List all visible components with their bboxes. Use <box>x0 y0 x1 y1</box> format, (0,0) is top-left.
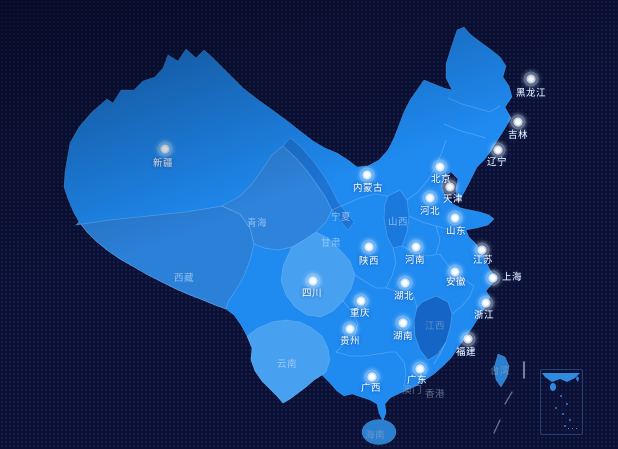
label-liaoning: 辽宁 <box>486 157 508 168</box>
label-zhejiang: 浙江 <box>473 310 495 321</box>
label-sichuan: 四川 <box>301 288 323 299</box>
inset-ellipsis: ··· <box>567 423 579 433</box>
label-fujian: 福建 <box>455 347 477 358</box>
marker-zhejiang[interactable] <box>478 295 494 311</box>
inset-mini-map <box>542 373 580 427</box>
label-shanghai: 上海 <box>501 272 523 283</box>
marker-shandong[interactable] <box>447 210 463 226</box>
label-guangxi: 广西 <box>360 383 382 394</box>
label-heilongjiang: 黑龙江 <box>515 88 547 99</box>
marker-neimenggu[interactable] <box>359 167 375 183</box>
hainan-island[interactable] <box>361 419 397 445</box>
label-jiangsu: 江苏 <box>472 255 494 266</box>
marker-sichuan[interactable] <box>305 273 321 289</box>
label-chongqing: 重庆 <box>349 308 371 319</box>
marker-liaoning[interactable] <box>490 142 506 158</box>
marker-chongqing[interactable] <box>353 293 369 309</box>
marker-beijing[interactable] <box>432 159 448 175</box>
taiwan-island[interactable] <box>493 353 510 388</box>
marker-heilongjiang[interactable] <box>523 71 539 87</box>
region-jiangxi[interactable] <box>413 295 453 361</box>
label-qinghai: 青海 <box>246 218 268 229</box>
marker-tianjin[interactable] <box>442 179 458 195</box>
sea-boundary-dashes <box>493 361 525 434</box>
label-tianjin: 天津 <box>442 194 464 205</box>
marker-shaanxi[interactable] <box>361 239 377 255</box>
label-shaanxi: 陕西 <box>358 256 380 267</box>
marker-guizhou[interactable] <box>342 321 358 337</box>
region-gansu[interactable] <box>282 137 355 231</box>
region-shanxi[interactable] <box>383 189 410 249</box>
label-anhui: 安徽 <box>445 277 467 288</box>
marker-guangdong[interactable] <box>412 361 428 377</box>
label-yunnan: 云南 <box>276 359 298 370</box>
label-hainan: 海南 <box>364 430 386 441</box>
label-hubei: 湖北 <box>393 291 415 302</box>
label-shandong: 山东 <box>445 226 467 237</box>
marker-guangxi[interactable] <box>364 369 380 385</box>
south-china-sea-inset: ··· <box>540 369 583 435</box>
label-ningxia: 宁夏 <box>330 212 352 223</box>
label-henan: 河南 <box>404 255 426 266</box>
label-gansu: 甘肃 <box>320 238 342 249</box>
label-hebei: 河北 <box>419 206 441 217</box>
marker-jilin[interactable] <box>510 114 526 130</box>
marker-anhui[interactable] <box>447 264 463 280</box>
marker-jiangsu[interactable] <box>474 242 490 258</box>
label-jilin: 吉林 <box>507 130 529 141</box>
label-guizhou: 贵州 <box>339 336 361 347</box>
marker-xinjiang[interactable] <box>157 141 173 157</box>
label-guangdong: 广东 <box>406 375 428 386</box>
marker-hebei[interactable] <box>422 190 438 206</box>
label-neimenggu: 内蒙古 <box>352 183 384 194</box>
label-hunan: 湖南 <box>392 331 414 342</box>
region-yunnan[interactable] <box>246 319 331 404</box>
label-taiwan: 台湾 <box>489 366 511 377</box>
label-jiangxi: 江西 <box>424 321 446 332</box>
label-xizang: 西藏 <box>173 273 195 284</box>
label-xianggang: 香港 <box>424 389 446 400</box>
marker-henan[interactable] <box>408 239 424 255</box>
label-xinjiang: 新疆 <box>152 158 174 169</box>
marker-fujian[interactable] <box>460 331 476 347</box>
label-shanxi: 山西 <box>387 217 409 228</box>
marker-hubei[interactable] <box>397 275 413 291</box>
label-aomen: 澳门 <box>401 385 423 396</box>
marker-hunan[interactable] <box>395 315 411 331</box>
label-beijing: 北京 <box>430 174 452 185</box>
marker-shanghai[interactable] <box>485 270 501 286</box>
